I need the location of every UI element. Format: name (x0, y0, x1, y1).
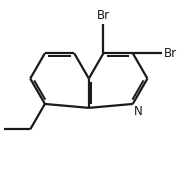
Text: Br: Br (97, 9, 110, 22)
Text: N: N (134, 106, 143, 119)
Text: Br: Br (163, 47, 177, 60)
